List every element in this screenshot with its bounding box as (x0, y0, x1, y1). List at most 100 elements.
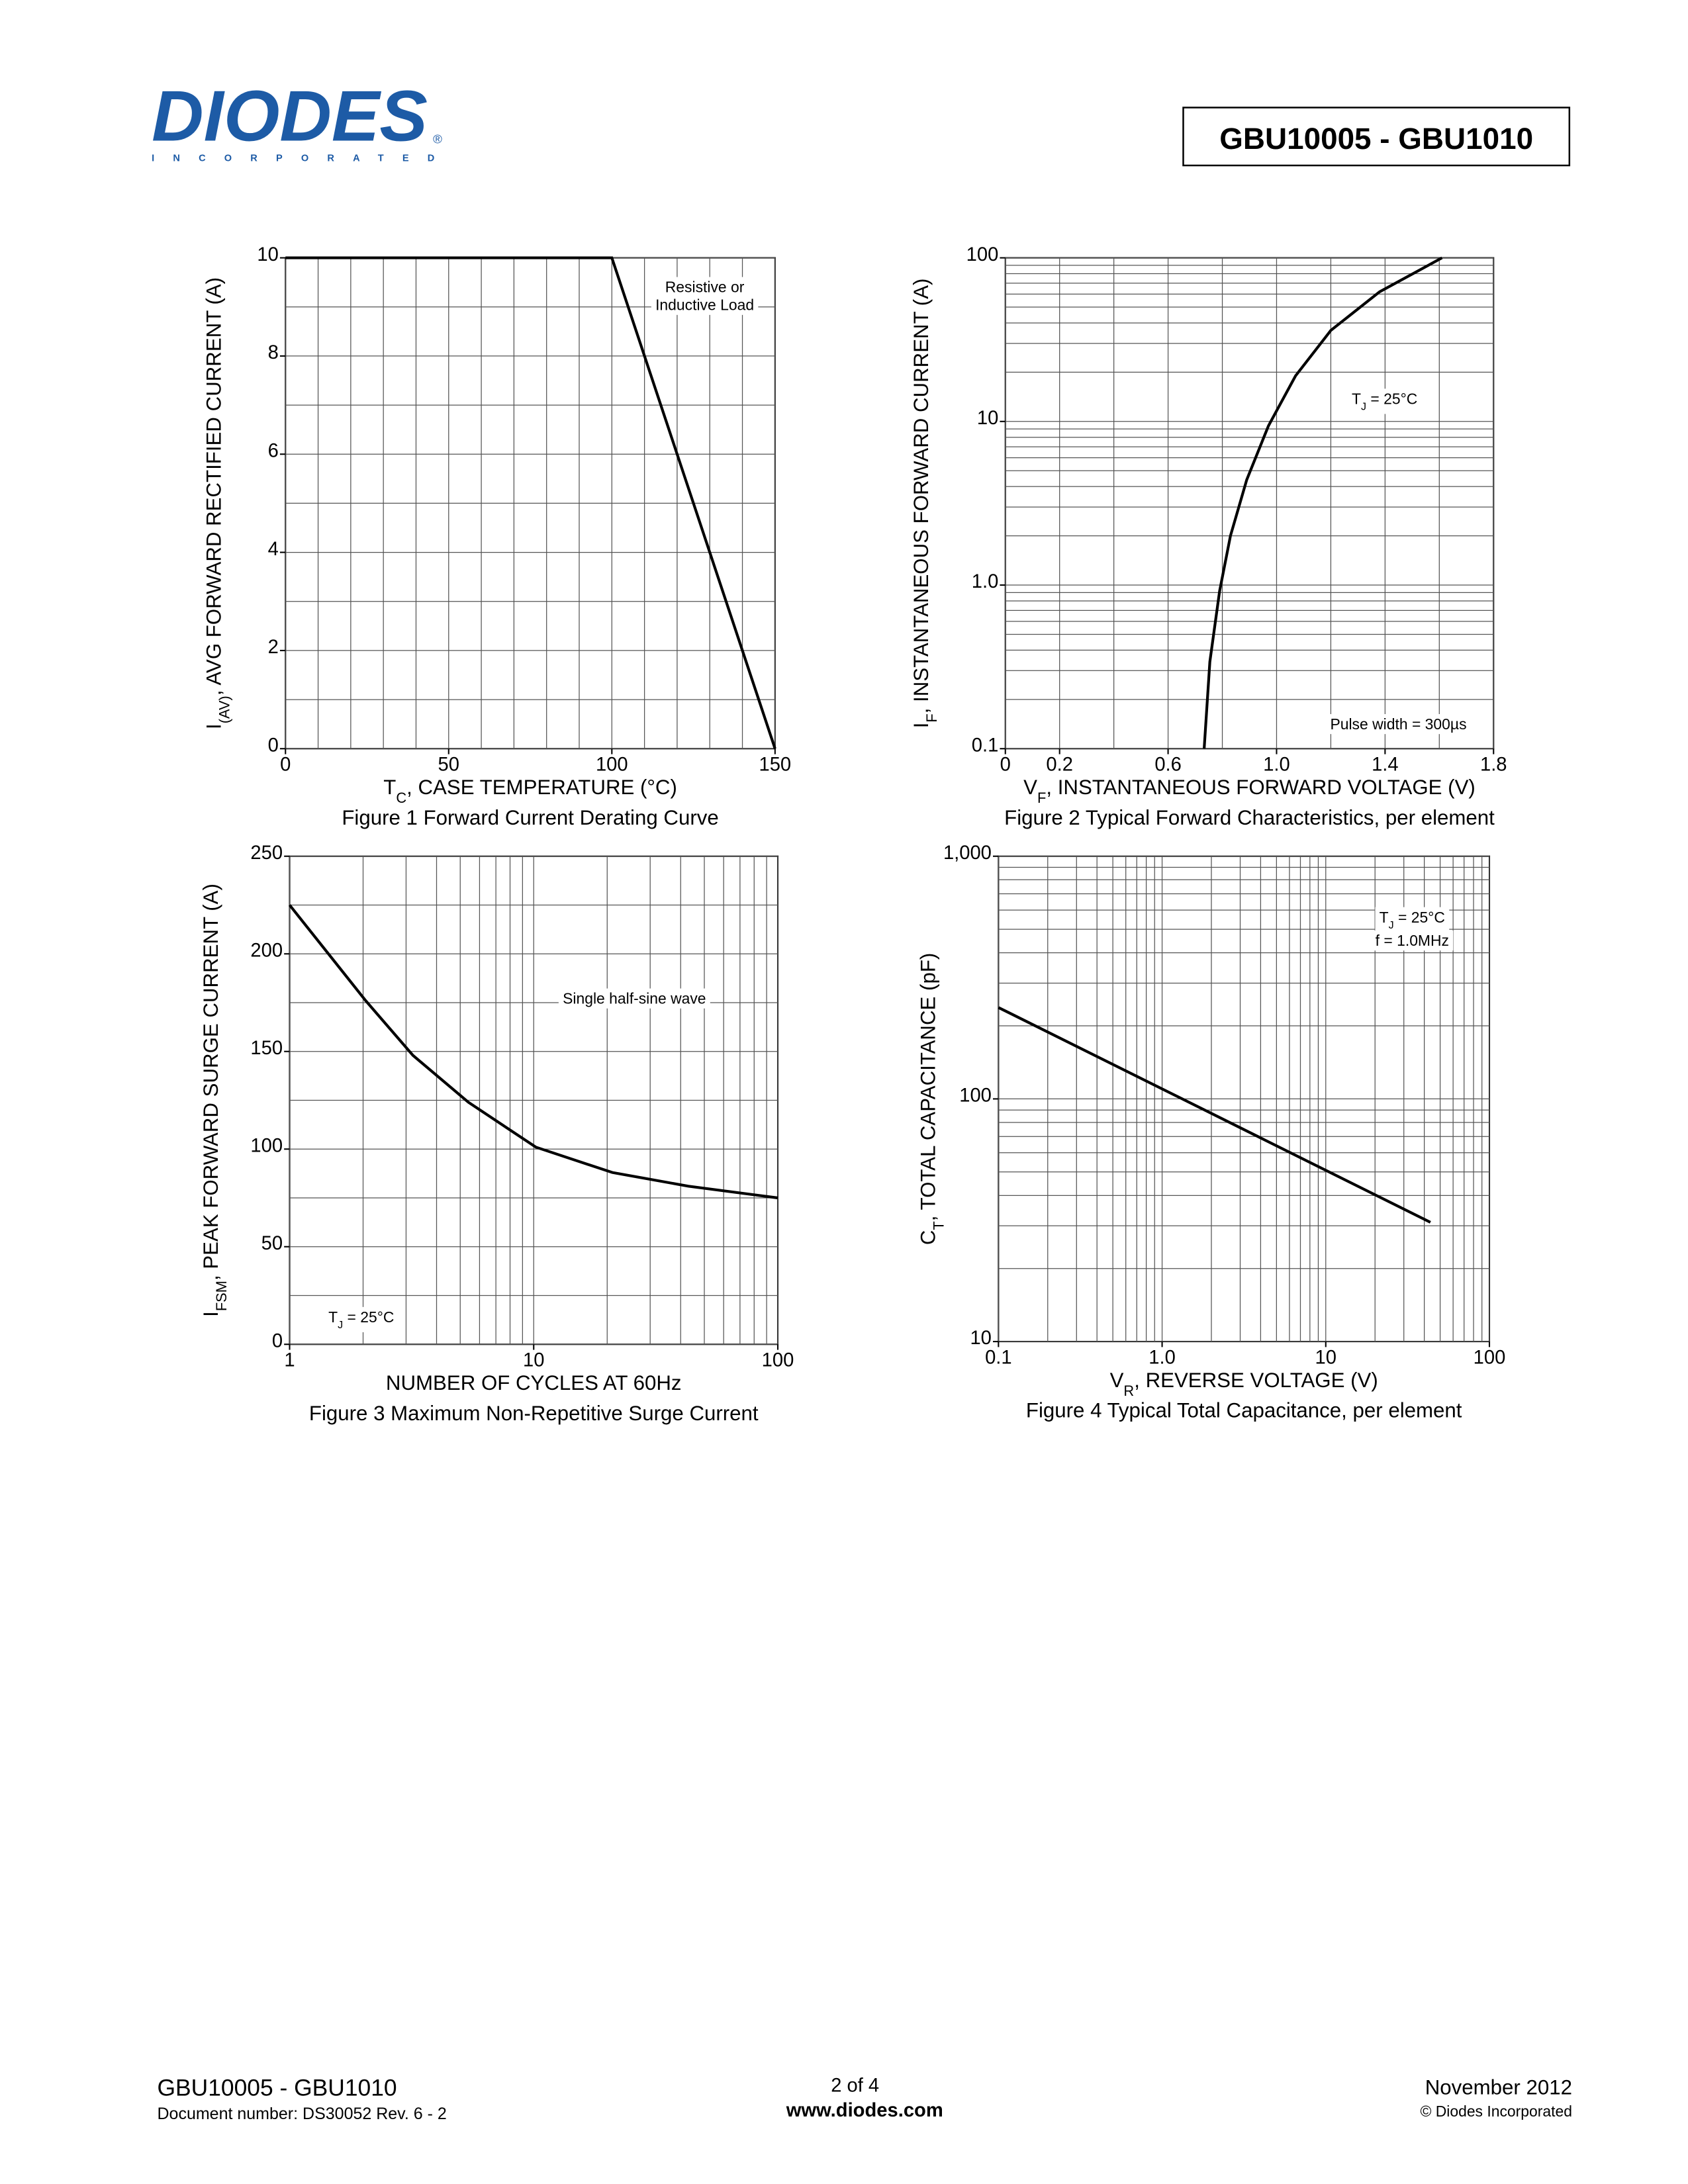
y-tick-label: 50 (261, 1233, 283, 1254)
x-tick-label: 0 (280, 754, 291, 776)
y-tick-label: 10 (257, 244, 278, 265)
subscript: R (1123, 1382, 1134, 1398)
annotation-background (1375, 907, 1450, 933)
x-tick-label: 150 (759, 754, 792, 776)
x-axis-label: VR, REVERSE VOLTAGE (V) (1110, 1369, 1378, 1399)
figure-caption: Figure 1 Forward Current Derating Curve (342, 806, 718, 829)
y-tick-label: 150 (250, 1038, 283, 1059)
figure-caption: Figure 3 Maximum Non-Repetitive Surge Cu… (309, 1402, 759, 1425)
x-tick-label: 0.1 (985, 1347, 1012, 1368)
annotation: Single half-sine wave (563, 990, 706, 1007)
text-part: C (917, 1230, 940, 1246)
x-tick-label: 1.4 (1372, 754, 1399, 776)
y-axis-label: IF, INSTANTANEOUS FORWARD CURRENT (A) (910, 279, 940, 729)
text-part: , TOTAL CAPACITANCE (pF) (917, 953, 940, 1222)
y-axis-label: IFSM, PEAK FORWARD SURGE CURRENT (A) (199, 884, 229, 1317)
y-tick-label: 0.1 (972, 735, 999, 756)
x-tick-label: 1 (284, 1350, 295, 1371)
text-part: T (328, 1308, 338, 1326)
annotation: TJ = 25°C (1380, 909, 1445, 931)
part-number: GBU10005 - GBU1010 (1219, 122, 1533, 156)
text-part: = 25°C (343, 1308, 394, 1326)
y-tick-label: 1.0 (972, 571, 999, 592)
y-tick-label: 8 (268, 342, 279, 363)
subscript: F (1037, 790, 1046, 806)
annotation: TJ = 25°C (328, 1308, 394, 1331)
footer-part: GBU10005 - GBU1010 (158, 2075, 397, 2101)
annotation-background (651, 295, 759, 315)
y-tick-label: 100 (959, 1085, 992, 1107)
y-tick-label: 0 (268, 735, 279, 756)
text-part: , INSTANTANEOUS FORWARD CURRENT (A) (910, 279, 933, 714)
text-part: V (1023, 776, 1037, 799)
y-tick-label: 4 (268, 539, 279, 560)
data-line (285, 256, 776, 749)
x-tick-label: 100 (596, 754, 628, 776)
x-tick-label: 1.0 (1149, 1347, 1176, 1368)
text-part: , REVERSE VOLTAGE (V) (1134, 1369, 1378, 1392)
text-part: I (910, 723, 933, 729)
y-tick-label: 100 (250, 1135, 283, 1156)
x-tick-label: 100 (1474, 1347, 1506, 1368)
x-axis-label: TC, CASE TEMPERATURE (°C) (383, 776, 677, 806)
y-tick-label: 6 (268, 440, 279, 461)
subscript: J (1389, 919, 1394, 931)
subscript: J (1361, 400, 1366, 412)
subscript: (AV) (216, 696, 232, 723)
text-part: V (1110, 1369, 1124, 1392)
x-tick-label: 10 (523, 1350, 544, 1371)
x-tick-label: 1.0 (1263, 754, 1290, 776)
footer-page: 2 of 4 (831, 2075, 879, 2096)
text-part: = 25°C (1394, 909, 1445, 926)
annotation-background (661, 277, 749, 297)
annotation-background (1326, 714, 1471, 735)
logo-mark: ® (433, 132, 442, 146)
subscript: J (338, 1319, 343, 1331)
part-box (1182, 107, 1571, 167)
text-part: T (1352, 390, 1361, 407)
y-tick-label: 2 (268, 637, 279, 658)
text-part: = 25°C (1366, 390, 1417, 407)
annotation: Inductive Load (655, 296, 754, 314)
x-axis-label: VF, INSTANTANEOUS FORWARD VOLTAGE (V) (1023, 776, 1476, 806)
annotation-background (1347, 388, 1422, 414)
annotation-background (324, 1306, 399, 1333)
x-tick-label: 1.8 (1480, 754, 1507, 776)
text-part: I (202, 723, 225, 729)
subscript: FSM (213, 1281, 230, 1311)
x-tick-label: 50 (438, 754, 459, 776)
y-axis-label: I(AV), AVG FORWARD RECTIFIED CURRENT (A) (202, 277, 232, 729)
annotation-background (1371, 931, 1454, 951)
data-line (288, 904, 778, 1200)
footer-copyright: © Diodes Incorporated (1420, 2103, 1572, 2120)
annotation: f = 1.0MHz (1376, 932, 1449, 949)
y-tick-label: 100 (966, 244, 999, 265)
annotation: Pulse width = 300µs (1330, 715, 1466, 733)
text-part: , CASE TEMPERATURE (°C) (406, 776, 677, 799)
annotation: Resistive or (665, 279, 745, 296)
subscript: T (930, 1221, 947, 1230)
y-tick-label: 10 (977, 408, 998, 429)
footer-doc: Document number: DS30052 Rev. 6 - 2 (158, 2105, 447, 2123)
y-tick-label: 0 (272, 1330, 283, 1351)
x-tick-label: 0 (1000, 754, 1011, 776)
footer-site: www.diodes.com (786, 2100, 943, 2121)
text-part: , PEAK FORWARD SURGE CURRENT (A) (199, 884, 222, 1281)
annotation: TJ = 25°C (1352, 390, 1417, 412)
x-tick-label: 0.2 (1046, 754, 1073, 776)
subscript: F (923, 713, 940, 722)
y-tick-label: 200 (250, 940, 283, 961)
text-part: I (199, 1311, 222, 1317)
data-line (1203, 256, 1443, 749)
subscript: C (396, 790, 406, 806)
figure-caption: Figure 2 Typical Forward Characteristics… (1004, 806, 1495, 829)
logo: DIODES (152, 75, 428, 156)
footer-date: November 2012 (1425, 2076, 1572, 2099)
plot-area (1004, 257, 1495, 750)
text-part: T (1380, 909, 1389, 926)
annotation-background (558, 988, 710, 1009)
x-axis-label: NUMBER OF CYCLES AT 60Hz (386, 1371, 682, 1394)
x-tick-label: 100 (762, 1350, 794, 1371)
data-line (998, 1006, 1431, 1224)
